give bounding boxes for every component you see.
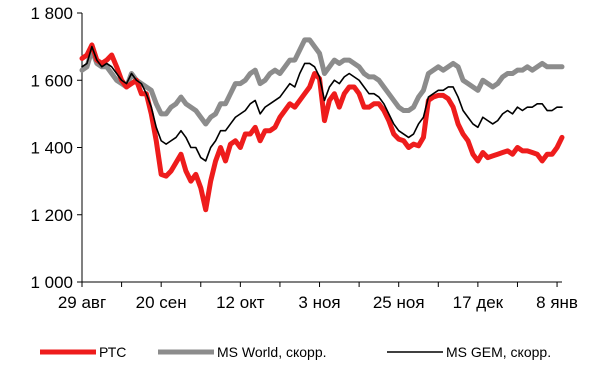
y-tick-label: 1 800 <box>30 4 73 23</box>
series-line-0 <box>79 42 565 213</box>
series-line-2 <box>81 45 563 162</box>
y-axis: 1 000 1 200 1 400 1 600 1 800 <box>30 4 83 292</box>
x-tick-label: 25 ноя <box>373 293 425 312</box>
x-tick-label: 3 ноя <box>298 293 340 312</box>
x-tick-label: 12 окт <box>216 293 265 312</box>
series-layer <box>79 37 565 213</box>
y-tick-label: 1 200 <box>30 206 73 225</box>
legend-label-1: MS World, скорр. <box>217 344 327 360</box>
y-tick-label: 1 000 <box>30 273 73 292</box>
series-line-1 <box>79 37 565 127</box>
x-tick-label: 17 дек <box>453 293 504 312</box>
x-tick-label: 29 авг <box>58 293 106 312</box>
y-tick-label: 1 600 <box>30 71 73 90</box>
legend-label-0: РТС <box>99 344 126 360</box>
y-tick-label: 1 400 <box>30 139 73 158</box>
legend: РТС MS World, скорр. MS GEM, скорр. <box>40 344 551 360</box>
x-axis: 29 авг 20 сен 12 окт 3 ноя 25 ноя 17 дек 8 янв <box>58 281 578 312</box>
legend-label-2: MS GEM, скорр. <box>446 344 551 360</box>
x-tick-label: 8 янв <box>536 293 578 312</box>
x-tick-label: 20 сен <box>136 293 187 312</box>
